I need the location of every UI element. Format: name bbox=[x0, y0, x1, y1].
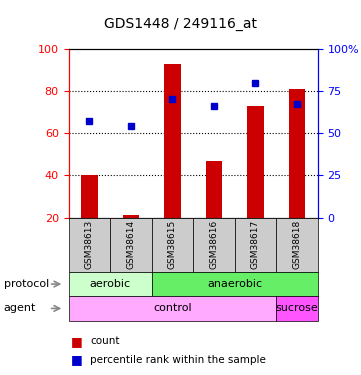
Text: GSM38614: GSM38614 bbox=[126, 220, 135, 269]
Text: count: count bbox=[90, 336, 120, 346]
Bar bbox=[122, 215, 139, 217]
Text: agent: agent bbox=[4, 303, 36, 313]
Text: GSM38617: GSM38617 bbox=[251, 220, 260, 269]
Text: percentile rank within the sample: percentile rank within the sample bbox=[90, 355, 266, 365]
Bar bbox=[164, 63, 180, 217]
Text: GSM38615: GSM38615 bbox=[168, 220, 177, 269]
Text: aerobic: aerobic bbox=[90, 279, 131, 289]
Text: anaerobic: anaerobic bbox=[207, 279, 262, 289]
Bar bbox=[247, 106, 264, 218]
Text: GSM38613: GSM38613 bbox=[85, 220, 94, 269]
Bar bbox=[81, 176, 97, 217]
Text: GSM38618: GSM38618 bbox=[292, 220, 301, 269]
Text: sucrose: sucrose bbox=[275, 303, 318, 313]
Bar bbox=[288, 89, 305, 218]
Text: control: control bbox=[153, 303, 192, 313]
Text: GDS1448 / 249116_at: GDS1448 / 249116_at bbox=[104, 17, 257, 32]
Text: protocol: protocol bbox=[4, 279, 49, 289]
Bar bbox=[205, 160, 222, 218]
Text: ■: ■ bbox=[70, 354, 82, 366]
Text: GSM38616: GSM38616 bbox=[209, 220, 218, 269]
Text: ■: ■ bbox=[70, 335, 82, 348]
